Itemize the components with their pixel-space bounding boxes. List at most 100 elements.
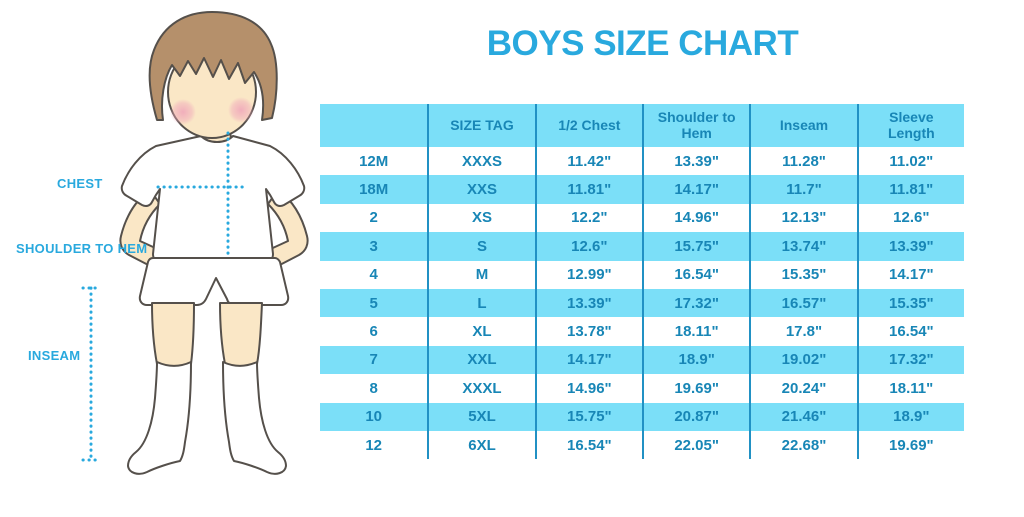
table-cell: XXXS [427, 147, 534, 176]
boy-right-leg [219, 302, 263, 369]
table-cell: 18.11" [856, 374, 964, 403]
table-cell: 12.6" [856, 203, 964, 233]
table-cell: 16.54" [534, 430, 642, 460]
table-cell: XXL [427, 345, 534, 375]
table-cell: 5 [369, 294, 378, 312]
table-cell: 15.75" [534, 402, 642, 431]
boy-hair [148, 11, 278, 121]
table-cell: 19.69" [856, 430, 964, 460]
table-cell: L [427, 288, 534, 318]
table-row: 2 XS 12.2" 14.96" 12.13" 12.6" [320, 203, 964, 233]
header-cell-half-chest: 1/2 Chest [534, 104, 642, 147]
header-cell-size-tag: SIZE TAG [427, 104, 534, 147]
table-cell: 15.35" [749, 260, 856, 289]
table-row: 10 5XL 15.75" 20.87" 21.46" 18.9" [320, 402, 964, 431]
table-cell: 8 [369, 379, 378, 397]
table-cell: 17.8" [749, 317, 856, 346]
table-cell: 13.74" [749, 232, 856, 261]
table-cell: 13.39" [642, 147, 749, 176]
table-row: 8 XXXL 14.96" 19.69" 20.24" 18.11" [320, 374, 964, 403]
table-cell: 15.75" [642, 232, 749, 261]
boy-tshirt [120, 135, 306, 263]
chest-label: CHEST [57, 176, 103, 191]
boy-left-sock [127, 361, 192, 475]
table-row: 5 L 13.39" 17.32" 16.57" 15.35" [320, 288, 964, 318]
table-cell: 2 [369, 209, 378, 227]
table-cell: 11.28" [749, 147, 856, 176]
table-cell: 15.35" [856, 288, 964, 318]
boy-right-blush [228, 97, 254, 123]
table-cell: 20.87" [642, 402, 749, 431]
table-cell: XXS [427, 175, 534, 204]
size-table-body: 12M XXXS 11.42" 13.39" 11.28" 11.02" 18M XXS 11.… [320, 147, 964, 460]
table-row: 3 S 12.6" 15.75" 13.74" 13.39" [320, 232, 964, 261]
boy-shorts [138, 257, 290, 306]
table-cell: 16.54" [642, 260, 749, 289]
header-cell-inseam: Inseam [749, 104, 856, 147]
table-cell: 12M [359, 152, 389, 170]
table-row: 18M XXS 11.81" 14.17" 11.7" 11.81" [320, 175, 964, 204]
table-cell: 12.6" [534, 232, 642, 261]
table-cell: 13.78" [534, 317, 642, 346]
table-cell: 22.05" [642, 430, 749, 460]
table-cell: 19.02" [749, 345, 856, 375]
table-cell: 6 [369, 323, 378, 341]
table-cell: 18.11" [642, 317, 749, 346]
table-cell: 6XL [427, 430, 534, 460]
table-cell: XS [427, 203, 534, 233]
table-cell: 21.46" [749, 402, 856, 431]
table-cell: 11.7" [749, 175, 856, 204]
shoulder-to-hem-label: SHOULDER TO HEM [16, 241, 148, 256]
table-cell: 11.02" [856, 147, 964, 176]
table-cell: 14.96" [642, 203, 749, 233]
table-cell: 14.17" [534, 345, 642, 375]
table-cell: 17.32" [642, 288, 749, 318]
table-cell: 11.81" [856, 175, 964, 204]
boy-left-blush [170, 99, 196, 125]
table-cell: 5XL [427, 402, 534, 431]
header-cell-blank [320, 104, 427, 147]
table-cell: 14.96" [534, 374, 642, 403]
table-cell: 12.99" [534, 260, 642, 289]
table-cell: 4 [369, 266, 378, 284]
table-row: 12 6XL 16.54" 22.05" 22.68" 19.69" [320, 430, 964, 460]
inseam-label: INSEAM [28, 348, 81, 363]
page-title: BOYS SIZE CHART [486, 24, 799, 63]
boy-right-arm [263, 189, 309, 270]
table-cell: 22.68" [749, 430, 856, 460]
table-cell: 3 [369, 237, 378, 255]
size-table-header-row: SIZE TAG 1/2 Chest Shoulder to Hem Insea… [320, 104, 964, 147]
size-table: SIZE TAG 1/2 Chest Shoulder to Hem Insea… [320, 104, 964, 460]
boy-right-sock [222, 361, 287, 475]
table-cell: 18.9" [642, 345, 749, 375]
table-row: 7 XXL 14.17" 18.9" 19.02" 17.32" [320, 345, 964, 375]
table-cell: 7 [369, 351, 378, 369]
table-cell: 18.9" [856, 402, 964, 431]
table-cell: 14.17" [642, 175, 749, 204]
table-cell: XL [427, 317, 534, 346]
table-cell: 14.17" [856, 260, 964, 289]
table-cell: 16.57" [749, 288, 856, 318]
table-cell: 11.42" [534, 147, 642, 176]
table-cell: 13.39" [856, 232, 964, 261]
table-cell: 12 [365, 436, 382, 454]
boy-illustration-graphic [81, 11, 309, 475]
table-cell: 10 [365, 408, 382, 426]
table-cell: S [427, 232, 534, 261]
header-cell-sleeve-length: Sleeve Length [856, 104, 964, 147]
boy-measurement-illustration: CHEST SHOULDER TO HEM INSEAM [0, 0, 320, 512]
table-cell: 12.2" [534, 203, 642, 233]
table-cell: 13.39" [534, 288, 642, 318]
table-cell: M [427, 260, 534, 289]
table-cell: 18M [359, 181, 389, 199]
table-cell: 17.32" [856, 345, 964, 375]
boy-left-leg [151, 302, 195, 369]
table-row: 6 XL 13.78" 18.11" 17.8" 16.54" [320, 317, 964, 346]
table-cell: 12.13" [749, 203, 856, 233]
table-cell: 16.54" [856, 317, 964, 346]
table-cell: 20.24" [749, 374, 856, 403]
table-cell: 19.69" [642, 374, 749, 403]
table-row: 12M XXXS 11.42" 13.39" 11.28" 11.02" [320, 147, 964, 176]
table-cell: 11.81" [534, 175, 642, 204]
table-row: 4 M 12.99" 16.54" 15.35" 14.17" [320, 260, 964, 289]
